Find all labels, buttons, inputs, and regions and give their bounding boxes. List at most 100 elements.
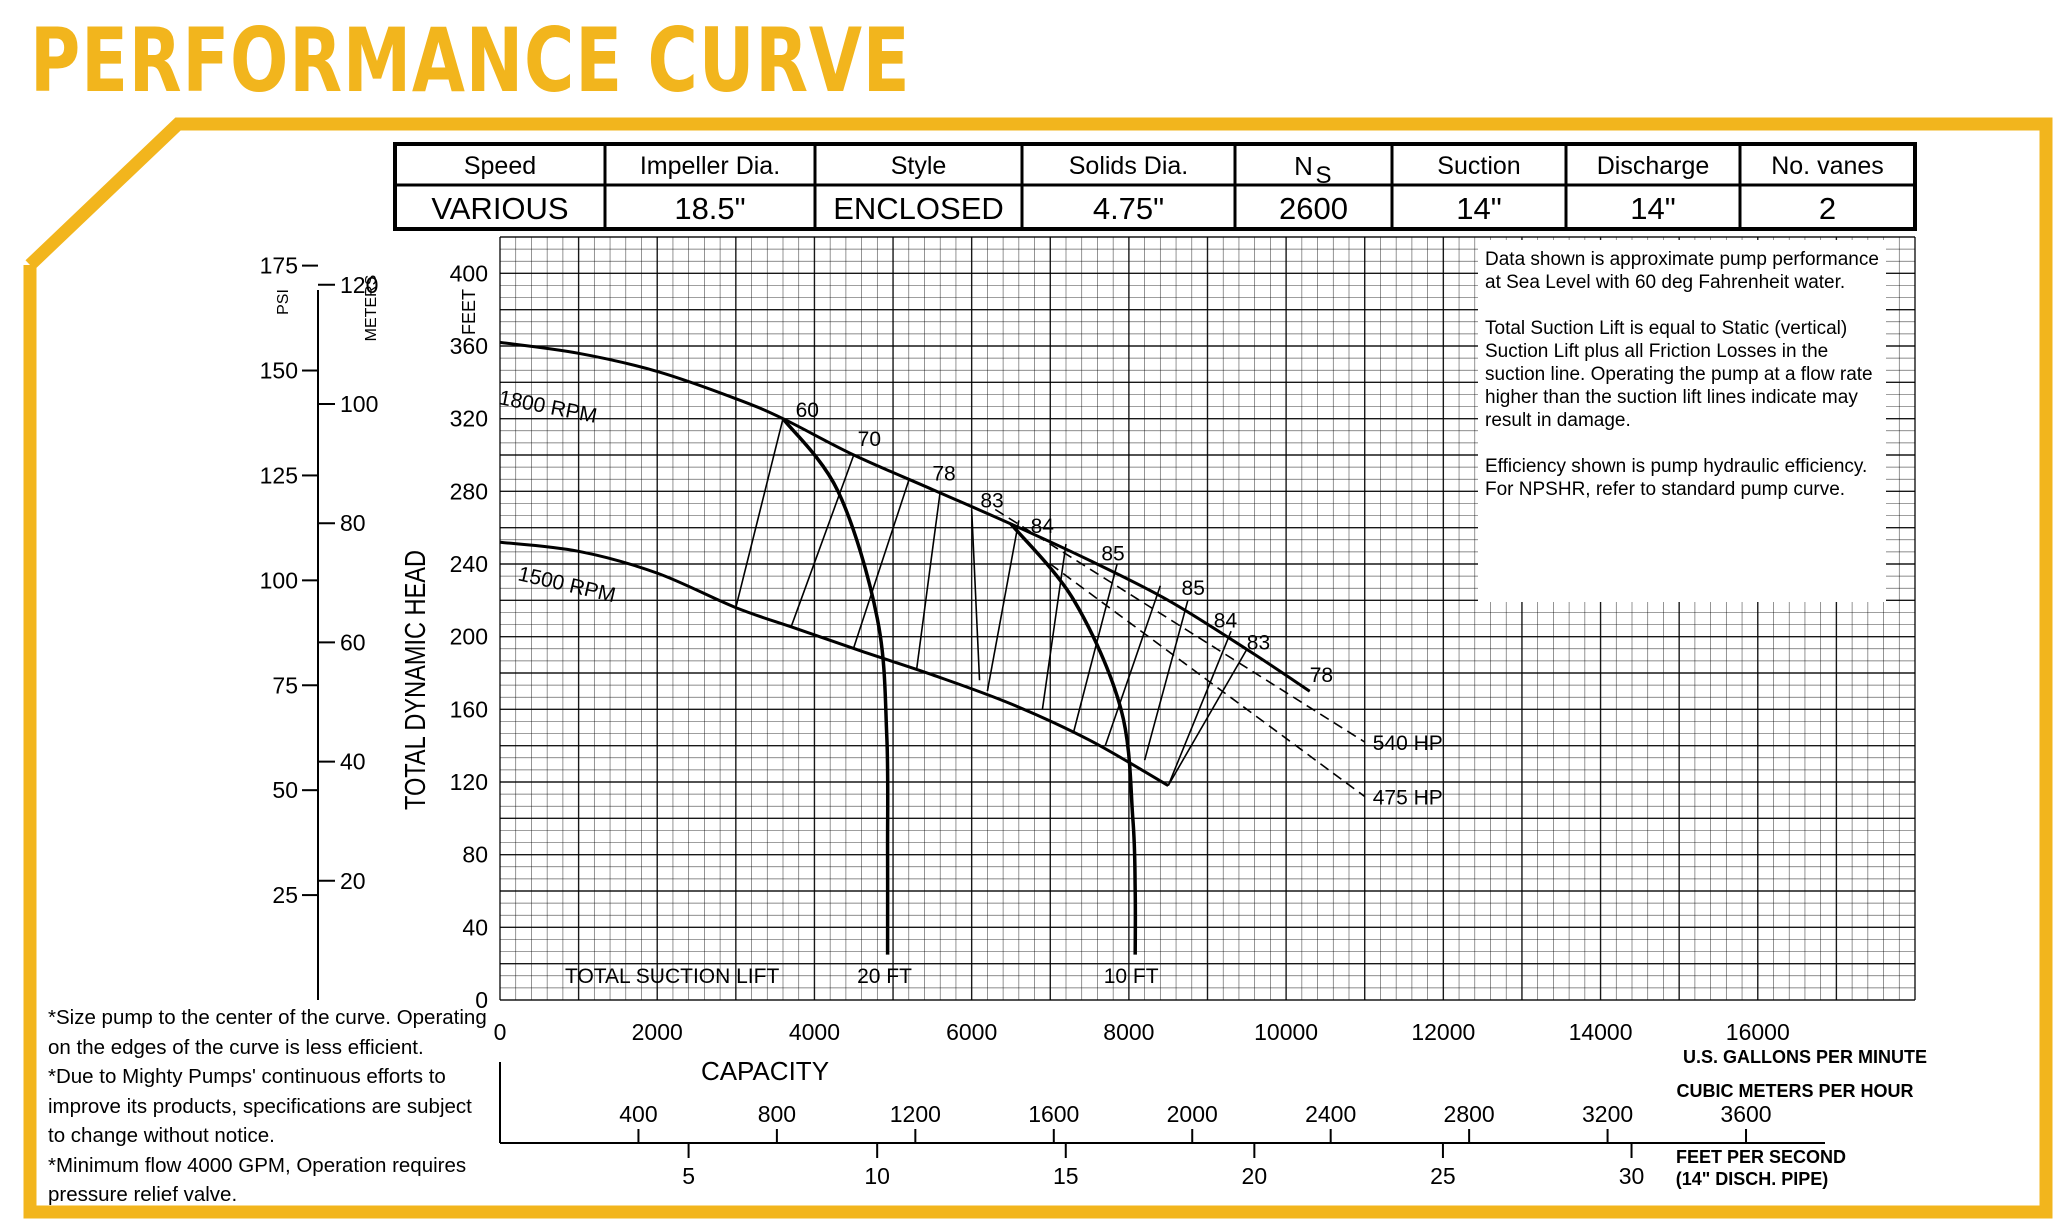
spec-table: Speed VARIOUS Impeller Dia. 18.5" Style ENCLO… xyxy=(393,142,1917,231)
footnote-line: *Due to Mighty Pumps' continuous efforts… xyxy=(48,1065,446,1088)
y-tick-label: 40 xyxy=(462,914,488,940)
efficiency-label: 78 xyxy=(1310,664,1333,687)
y-tick-label: 200 xyxy=(450,624,488,650)
psi-tick-label: 150 xyxy=(260,358,298,384)
psi-tick-label: 25 xyxy=(272,882,298,908)
spec-header: Discharge xyxy=(1597,152,1710,180)
spec-value: 4.75" xyxy=(1093,191,1164,226)
velocity-tick-label: 5 xyxy=(682,1163,695,1189)
head-curve-1800-rpm xyxy=(499,340,1311,693)
x-tick-label: 8000 xyxy=(1103,1019,1154,1045)
hp-line xyxy=(1049,563,1366,798)
meters-tick-label: 60 xyxy=(340,629,366,655)
hp-line xyxy=(994,508,1366,743)
cubic-meters-label: CUBIC METERS PER HOUR xyxy=(1676,1081,1913,1101)
cubic-meters-tick-label: 3200 xyxy=(1582,1101,1633,1127)
efficiency-line xyxy=(790,454,855,628)
suction-lift-value: 20 FT xyxy=(857,965,912,988)
psi-axis-title: PSI xyxy=(275,289,292,315)
suction-lift-curve xyxy=(1009,522,1138,955)
spec-value: VARIOUS xyxy=(431,191,568,226)
efficiency-line xyxy=(1246,648,1311,692)
footnote-line: *Size pump to the center of the curve. O… xyxy=(48,1006,487,1029)
y-tick-label: 160 xyxy=(450,696,488,722)
notes-background xyxy=(1478,240,1886,602)
series-label: 1800 RPM xyxy=(497,386,599,428)
spec-header-subscript: S xyxy=(1315,162,1331,189)
spec-value: 2600 xyxy=(1279,191,1348,226)
velocity-tick-label: 15 xyxy=(1053,1163,1079,1189)
psi-tick-label: 175 xyxy=(260,253,298,279)
note-text: Total Suction Lift is equal to Static (v… xyxy=(1485,318,1873,431)
footnote-line: on the edges of the curve is less effici… xyxy=(48,1035,424,1059)
velocity-sub-label: (14" DISCH. PIPE) xyxy=(1676,1169,1829,1189)
efficiency-line xyxy=(1104,585,1162,746)
meters-tick-label: 40 xyxy=(340,749,366,775)
note-text: Data shown is approximate pump performan… xyxy=(1485,249,1879,293)
y-tick-label: 120 xyxy=(450,769,488,795)
spec-header: No. vanes xyxy=(1771,152,1884,180)
efficiency-line xyxy=(1167,648,1248,787)
x-tick-label: 16000 xyxy=(1726,1019,1790,1045)
suction-lift-value: 10 FT xyxy=(1104,965,1159,988)
spec-value: 2 xyxy=(1819,191,1836,226)
x-tick-label: 10000 xyxy=(1254,1019,1318,1045)
efficiency-line xyxy=(1167,630,1232,786)
head-curve-1500-rpm xyxy=(499,540,1169,787)
y-axis-title: TOTAL DYNAMIC HEAD xyxy=(400,550,432,810)
note-text: Efficiency shown is pump hydraulic effic… xyxy=(1485,456,1868,500)
spec-value: 14" xyxy=(1456,191,1502,226)
meters-axis-title: METERS xyxy=(363,275,380,342)
y-tick-label: 360 xyxy=(450,333,488,359)
efficiency-line xyxy=(1073,563,1118,732)
meters-tick-label: 20 xyxy=(340,868,366,894)
spec-value: 14" xyxy=(1630,191,1676,226)
efficiency-label: 84 xyxy=(1214,610,1238,633)
y-units-label: FEET xyxy=(459,289,479,335)
efficiency-label: 70 xyxy=(858,428,881,451)
efficiency-line xyxy=(986,520,1020,692)
footnote-line: improve its products, specifications are… xyxy=(48,1094,472,1118)
x-tick-label: 12000 xyxy=(1411,1019,1475,1045)
velocity-label: FEET PER SECOND xyxy=(1676,1147,1846,1167)
efficiency-label: 60 xyxy=(796,399,819,422)
spec-header: N xyxy=(1294,151,1313,181)
efficiency-line xyxy=(1143,600,1189,761)
spec-value: ENCLOSED xyxy=(833,191,1004,226)
efficiency-label: 85 xyxy=(1101,542,1124,565)
efficiency-line xyxy=(970,509,981,681)
notes-panel: Data shown is approximate pump performan… xyxy=(1485,248,1885,524)
efficiency-label: 83 xyxy=(1247,631,1270,654)
efficiency-line xyxy=(915,491,942,670)
efficiency-line xyxy=(852,480,910,648)
x-units-label: U.S. GALLONS PER MINUTE xyxy=(1683,1047,1927,1067)
y-tick-label: 240 xyxy=(450,551,488,577)
cubic-meters-tick-label: 2400 xyxy=(1305,1101,1356,1127)
x-tick-label: 14000 xyxy=(1569,1019,1633,1045)
spec-value: 18.5" xyxy=(674,191,745,226)
efficiency-line xyxy=(735,418,784,608)
cubic-meters-tick-label: 2000 xyxy=(1167,1101,1218,1127)
y-tick-label: 0 xyxy=(475,987,488,1013)
x-tick-label: 6000 xyxy=(946,1019,997,1045)
footnotes: *Size pump to the center of the curve. O… xyxy=(48,1003,498,1210)
psi-tick-label: 100 xyxy=(260,567,298,593)
spec-header: Suction xyxy=(1437,152,1520,180)
cubic-meters-tick-label: 3600 xyxy=(1720,1101,1771,1127)
cubic-meters-tick-label: 1200 xyxy=(890,1101,941,1127)
efficiency-line xyxy=(1041,543,1067,710)
meters-tick-label: 100 xyxy=(340,391,378,417)
x-tick-label: 2000 xyxy=(632,1019,683,1045)
page-title: PERFORMANCE CURVE xyxy=(30,9,911,112)
footnote-line: to change without notice. xyxy=(48,1124,275,1147)
cubic-meters-tick-label: 800 xyxy=(758,1101,796,1127)
hp-label: 540 HP xyxy=(1373,732,1443,755)
x-tick-label: 4000 xyxy=(789,1019,840,1045)
velocity-tick-label: 20 xyxy=(1242,1163,1268,1189)
cubic-meters-tick-label: 400 xyxy=(619,1101,657,1127)
spec-header: Speed xyxy=(464,152,536,180)
velocity-tick-label: 10 xyxy=(864,1163,890,1189)
meters-tick-label: 80 xyxy=(340,510,366,536)
